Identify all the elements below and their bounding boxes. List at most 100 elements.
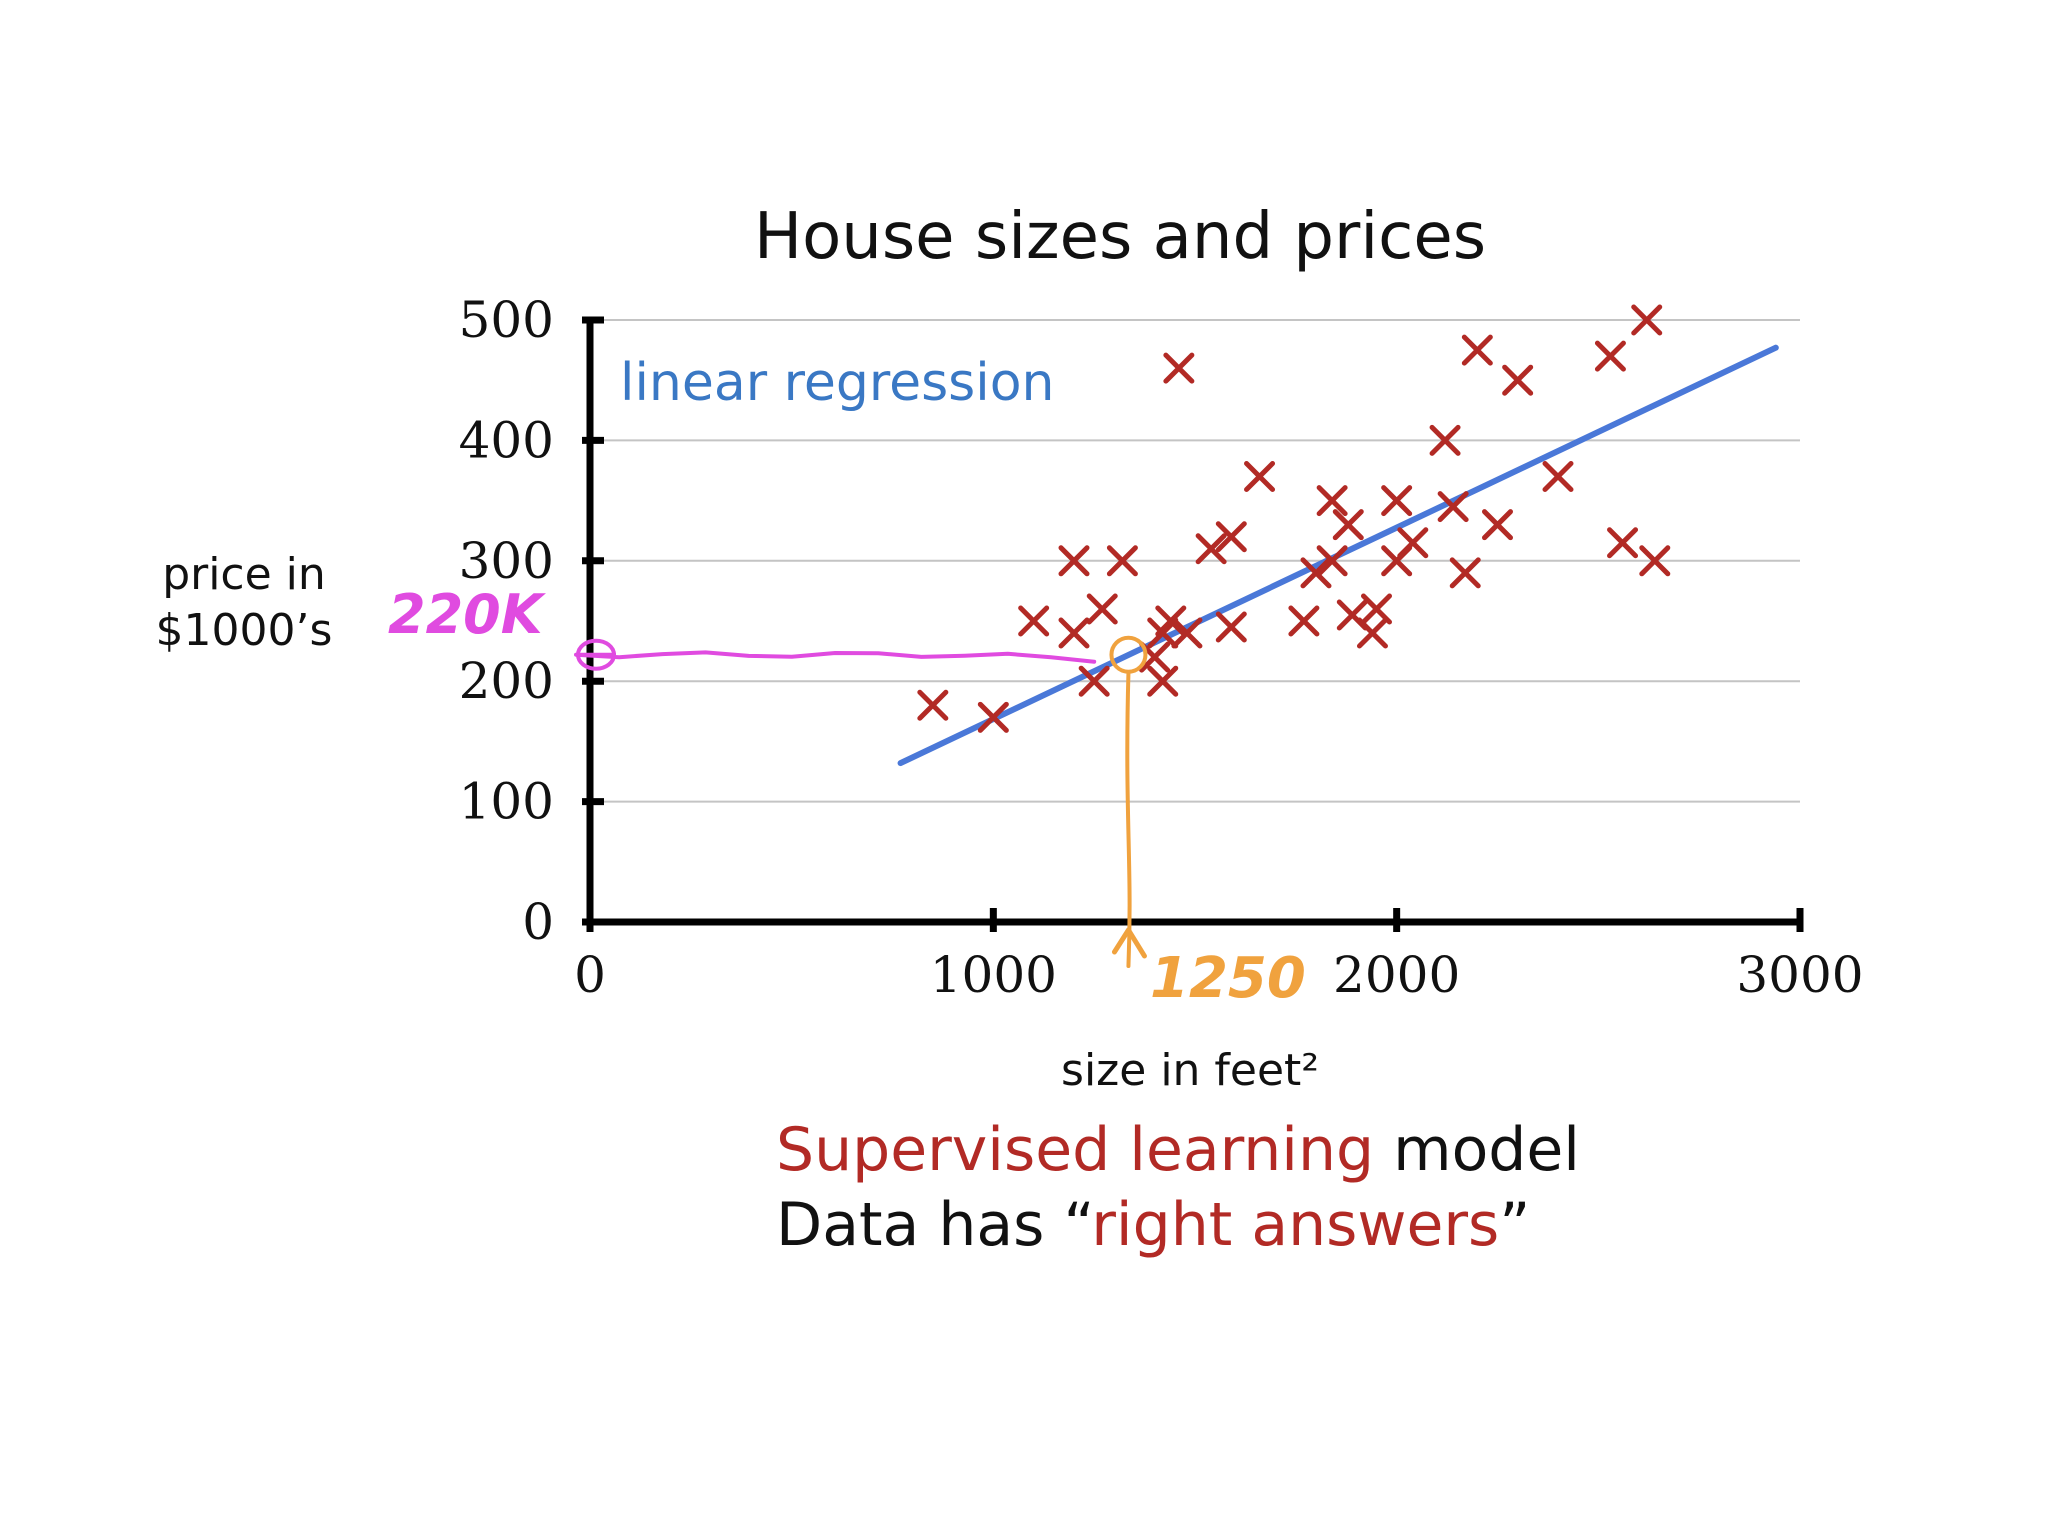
y-axis-label-line-1: price in — [162, 549, 326, 600]
x-axis-label: size in feet² — [1061, 1045, 1319, 1096]
data-point-3 — [1058, 545, 1090, 577]
data-point-stroke-b — [1058, 617, 1090, 649]
y-tick-label-400: 400 — [459, 411, 554, 469]
data-point-stroke-b — [1147, 665, 1179, 697]
tick-labels: 0 100 200 300 400 500 0 1000 2000 3000 — [459, 291, 1864, 1004]
data-point-stroke-b — [1300, 557, 1332, 589]
data-point-39 — [1639, 545, 1671, 577]
data-point-stroke-b — [1336, 599, 1368, 631]
data-point-21 — [1316, 485, 1348, 517]
regression-label: linear regression — [620, 353, 1054, 413]
data-point-stroke-b — [1078, 665, 1110, 697]
data-point-22 — [1332, 509, 1364, 541]
data-point-stroke-b — [1316, 545, 1348, 577]
data-point-stroke-b — [1288, 605, 1320, 637]
y-tick-label-200: 200 — [459, 652, 554, 710]
axes — [582, 316, 1804, 932]
x-tick-label-3000: 3000 — [1736, 946, 1863, 1004]
data-point-36 — [1594, 340, 1626, 372]
price-annotation: 220K — [388, 583, 547, 646]
caption-accent-2: right answers — [1091, 1190, 1499, 1260]
data-point-25 — [1361, 593, 1392, 625]
size-reading-arrowhead — [1111, 927, 1147, 959]
y-tick-label-300: 300 — [459, 532, 554, 590]
data-point-stroke-b — [1461, 334, 1493, 366]
caption-rest-1: model — [1374, 1115, 1580, 1185]
size-annotation: 1250 — [1150, 946, 1306, 1011]
data-points — [917, 304, 1671, 733]
data-point-12 — [1163, 352, 1195, 384]
data-point-7 — [1106, 545, 1138, 577]
data-point-stroke-b — [1163, 352, 1195, 384]
data-point-stroke-b — [1607, 527, 1639, 559]
data-point-28 — [1397, 527, 1429, 559]
data-point-stroke-b — [1361, 593, 1392, 625]
caption-line-1: Supervised learning model — [776, 1115, 1580, 1185]
gridlines — [590, 319, 1800, 803]
y-tick-label-0: 0 — [522, 893, 554, 951]
y-axis-label-line-2: $1000’s — [156, 605, 333, 656]
data-point-5 — [1078, 665, 1110, 697]
data-point-31 — [1449, 557, 1481, 589]
x-tick-label-1000: 1000 — [930, 946, 1057, 1004]
caption-line-2: Data has “right answers” — [776, 1190, 1530, 1260]
data-point-stroke-b — [1502, 364, 1534, 396]
data-point-1 — [977, 701, 1009, 733]
data-point-stroke-b — [1215, 521, 1247, 553]
data-point-stroke-b — [1542, 461, 1574, 493]
data-point-6 — [1086, 593, 1118, 625]
caption-start-2: Data has “ — [776, 1190, 1091, 1260]
data-point-stroke-b — [1397, 527, 1429, 559]
caption-accent-1: Supervised learning — [776, 1115, 1374, 1185]
data-point-stroke-b — [1244, 461, 1276, 493]
data-point-stroke-b — [1139, 641, 1171, 673]
data-point-27 — [1381, 485, 1413, 517]
data-point-stroke-b — [1639, 545, 1671, 577]
data-point-13 — [1171, 617, 1203, 649]
data-point-15 — [1215, 521, 1247, 553]
data-point-stroke-b — [1594, 340, 1626, 372]
data-point-stroke-b — [1171, 617, 1203, 649]
data-point-11 — [1147, 665, 1179, 697]
data-point-stroke-b — [1215, 611, 1247, 643]
data-point-33 — [1482, 509, 1513, 541]
data-point-stroke-b — [1195, 533, 1227, 565]
data-point-29 — [1437, 491, 1469, 523]
x-tick-label-2000: 2000 — [1333, 946, 1460, 1004]
data-point-0 — [917, 689, 949, 721]
data-point-stroke-b — [1316, 485, 1348, 517]
data-point-stroke-b — [1381, 485, 1413, 517]
data-point-16 — [1215, 611, 1247, 643]
data-point-37 — [1607, 527, 1639, 559]
data-point-34 — [1502, 364, 1534, 396]
data-point-30 — [1429, 424, 1461, 456]
hand-annotations — [574, 635, 1148, 968]
caption-end-2: ” — [1499, 1190, 1530, 1260]
x-tick-label-0: 0 — [574, 946, 606, 1004]
data-point-stroke-b — [1155, 605, 1187, 637]
size-reading-line — [1125, 670, 1132, 968]
chart-title: House sizes and prices — [754, 200, 1486, 274]
data-point-19 — [1300, 557, 1332, 589]
data-point-stroke-b — [1356, 617, 1388, 649]
data-point-10 — [1155, 605, 1187, 637]
data-point-14 — [1195, 533, 1227, 565]
data-point-stroke-b — [1332, 509, 1364, 541]
data-point-stroke-b — [1482, 509, 1513, 541]
price-reading-line — [574, 650, 1097, 664]
data-point-20 — [1316, 545, 1348, 577]
data-point-18 — [1288, 605, 1320, 637]
data-point-stroke-b — [917, 689, 949, 721]
data-point-stroke-b — [1631, 304, 1663, 336]
data-point-17 — [1244, 461, 1276, 493]
data-point-stroke-b — [1437, 491, 1469, 523]
data-point-35 — [1542, 461, 1574, 493]
data-point-2 — [1018, 605, 1050, 637]
data-point-stroke-b — [977, 701, 1009, 733]
data-point-stroke-b — [1058, 545, 1090, 577]
data-point-stroke-b — [1106, 545, 1138, 577]
y-tick-label-100: 100 — [459, 773, 554, 831]
data-point-38 — [1631, 304, 1663, 336]
data-point-32 — [1461, 334, 1493, 366]
